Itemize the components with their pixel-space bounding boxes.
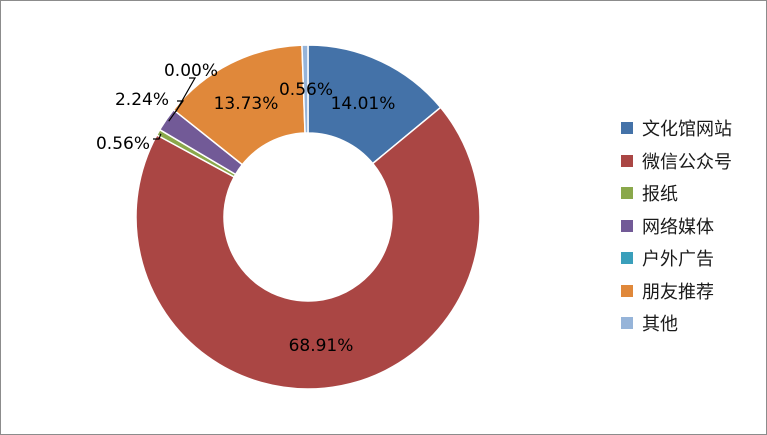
legend-swatch <box>621 122 633 135</box>
legend-swatch <box>621 219 633 232</box>
legend-swatch <box>621 154 633 167</box>
legend-item: 户外广告 <box>621 242 732 275</box>
legend: 文化馆网站微信公众号报纸网络媒体户外广告朋友推荐其他 <box>621 112 732 340</box>
data-labels-group: 14.01%68.91%0.56%2.24%0.00%13.73%0.56% <box>96 61 395 356</box>
leader-line-3 <box>153 133 162 140</box>
data-label-1: 14.01% <box>331 94 396 114</box>
legend-label: 户外广告 <box>642 249 714 271</box>
legend-swatch <box>621 317 633 330</box>
legend-swatch <box>621 284 633 297</box>
legend-item: 其他 <box>621 307 732 340</box>
legend-label: 文化馆网站 <box>642 119 732 141</box>
slice-2 <box>135 106 481 390</box>
data-label-7: 0.56% <box>279 80 333 100</box>
leader-line-4 <box>168 100 185 122</box>
legend-label: 微信公众号 <box>642 151 732 173</box>
data-label-2: 68.91% <box>289 336 354 356</box>
legend-swatch <box>621 187 633 200</box>
legend-label: 朋友推荐 <box>642 281 714 303</box>
legend-item: 文化馆网站 <box>621 112 732 145</box>
legend-item: 报纸 <box>621 177 732 210</box>
legend-item: 网络媒体 <box>621 210 732 243</box>
legend-label: 网络媒体 <box>642 216 714 238</box>
slice-7 <box>301 44 309 134</box>
data-label-5: 0.00% <box>164 61 218 81</box>
legend-item: 微信公众号 <box>621 145 732 178</box>
leader-lines-group <box>153 77 197 140</box>
leader-line-5 <box>175 77 197 112</box>
data-label-3: 0.56% <box>96 134 150 154</box>
legend-label: 其他 <box>642 314 678 336</box>
data-label-4: 2.24% <box>115 90 169 110</box>
legend-swatch <box>621 252 633 265</box>
legend-label: 报纸 <box>642 184 678 206</box>
slices-group <box>135 44 481 390</box>
data-label-6: 13.73% <box>214 94 279 114</box>
legend-item: 朋友推荐 <box>621 275 732 308</box>
